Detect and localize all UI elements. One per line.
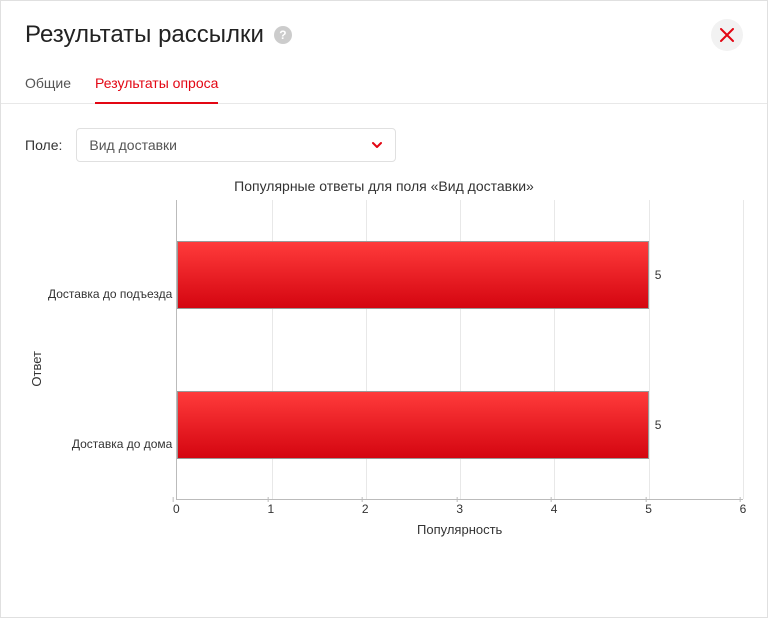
x-tick-label: 2 <box>362 502 369 516</box>
x-tick-mark <box>645 497 646 502</box>
x-tick-mark <box>456 497 457 502</box>
x-tick-mark <box>267 497 268 502</box>
x-tick-label: 6 <box>740 502 747 516</box>
x-tick-label: 4 <box>551 502 558 516</box>
y-axis-label: Ответ <box>25 351 48 387</box>
field-select-value: Вид доставки <box>89 137 177 153</box>
x-tick-label: 3 <box>456 502 463 516</box>
bar-value-label: 5 <box>655 418 662 432</box>
x-tick-mark <box>551 497 552 502</box>
field-select[interactable]: Вид доставки <box>76 128 396 162</box>
bar-value-label: 5 <box>655 268 662 282</box>
field-label: Поле: <box>25 137 62 153</box>
chart-plot: 55 <box>176 200 743 500</box>
tab-survey-results[interactable]: Результаты опроса <box>95 65 218 103</box>
modal-header: Результаты рассылки ? <box>1 1 767 65</box>
chart-bar <box>177 391 648 459</box>
field-selector-row: Поле: Вид доставки <box>1 104 767 174</box>
chart-bar <box>177 241 648 309</box>
x-tick-mark <box>362 497 363 502</box>
x-tick-label: 5 <box>645 502 652 516</box>
y-category-label: Доставка до дома <box>48 369 172 519</box>
x-tick-mark <box>740 497 741 502</box>
chart-area: Популярные ответы для поля «Вид доставки… <box>1 174 767 553</box>
x-axis-label: Популярность <box>176 522 743 537</box>
chart-y-region: Ответ Доставка до подъездаДоставка до до… <box>25 200 176 537</box>
tabs: Общие Результаты опроса <box>1 65 767 104</box>
modal-title: Результаты рассылки <box>25 21 264 49</box>
x-tick-label: 1 <box>267 502 274 516</box>
x-ticks: 0123456 <box>176 500 743 516</box>
chart-title: Популярные ответы для поля «Вид доставки… <box>25 178 743 194</box>
x-tick-mark <box>173 497 174 502</box>
close-button[interactable] <box>711 19 743 51</box>
y-category-label: Доставка до подъезда <box>48 219 172 369</box>
close-icon <box>720 28 734 42</box>
chart-wrap: Ответ Доставка до подъездаДоставка до до… <box>25 200 743 537</box>
gridline <box>743 200 744 499</box>
plot-column: 55 0123456 Популярность <box>176 200 743 537</box>
results-modal: Результаты рассылки ? Общие Результаты о… <box>0 0 768 618</box>
x-tick-label: 0 <box>173 502 180 516</box>
tab-general[interactable]: Общие <box>25 65 71 103</box>
help-icon[interactable]: ? <box>274 26 292 44</box>
gridline <box>649 200 650 499</box>
chevron-down-icon <box>371 139 383 151</box>
y-category-labels: Доставка до подъездаДоставка до дома <box>48 219 176 519</box>
